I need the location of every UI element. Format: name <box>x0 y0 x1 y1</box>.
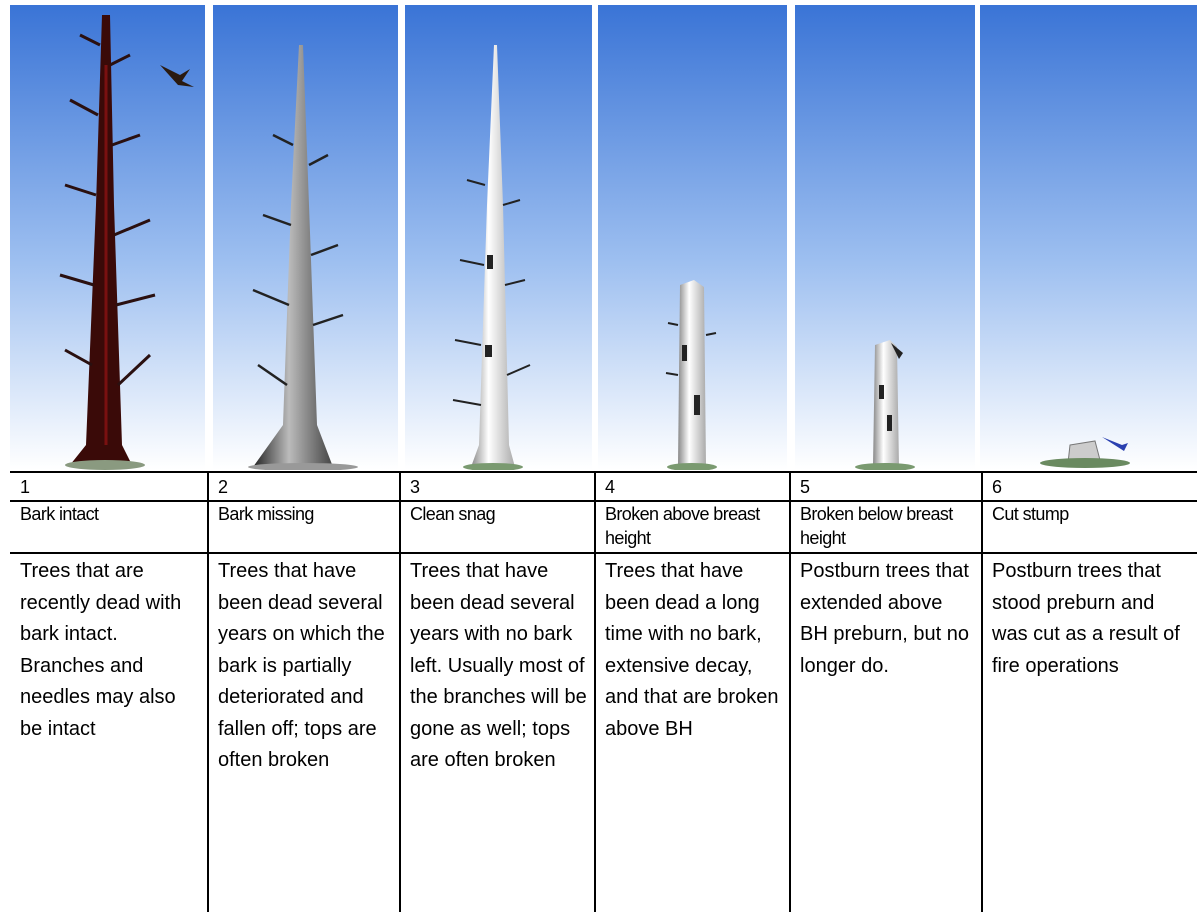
class-name: Cut stump <box>992 504 1069 524</box>
column-rule <box>789 472 791 912</box>
tree-illustration <box>980 5 1197 470</box>
class-description: Trees that are recently dead with bark i… <box>20 560 182 740</box>
class-name: Broken below breast height <box>800 504 953 548</box>
table-rule <box>10 552 1197 554</box>
tree-illustration <box>795 5 975 470</box>
column-rule <box>981 472 983 912</box>
class-number: 5 <box>800 477 811 497</box>
tree-illustration <box>10 5 205 470</box>
class-name: Bark missing <box>218 504 314 524</box>
tree-illustration <box>405 5 592 470</box>
class-description: Postburn trees that extended above BH pr… <box>800 560 969 677</box>
class-description: Postburn trees that stood preburn and wa… <box>992 560 1180 677</box>
class-number: 2 <box>218 477 229 497</box>
class-description: Trees that have been dead several years … <box>410 560 587 771</box>
class-description: Trees that have been dead a long time wi… <box>605 560 779 740</box>
column-rule <box>399 472 401 912</box>
column-rule <box>207 472 209 912</box>
class-name: Clean snag <box>410 504 496 524</box>
class-number: 6 <box>992 477 1003 497</box>
column-rule <box>594 472 596 912</box>
class-number: 1 <box>20 477 31 497</box>
table-rule <box>10 500 1197 502</box>
tree-illustration <box>213 5 398 470</box>
class-number: 4 <box>605 477 616 497</box>
class-name: Broken above breast height <box>605 504 760 548</box>
class-name: Bark intact <box>20 504 99 524</box>
table-rule <box>10 471 1197 473</box>
class-description: Trees that have been dead several years … <box>218 560 385 771</box>
tree-illustration <box>598 5 787 470</box>
class-number: 3 <box>410 477 421 497</box>
